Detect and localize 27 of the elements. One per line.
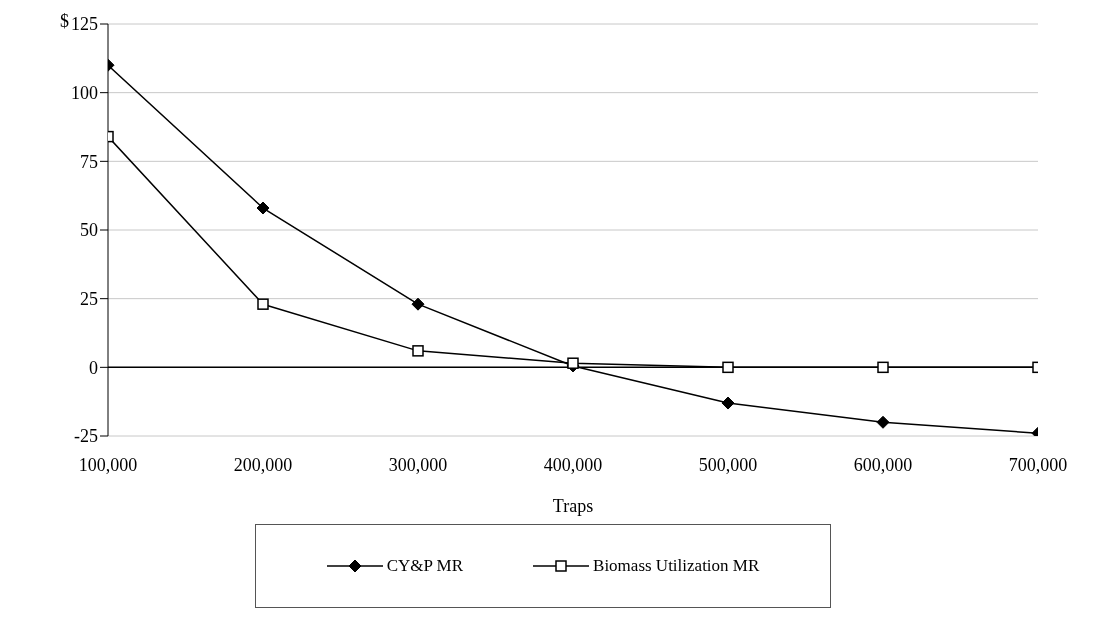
y-tick-label: 100 <box>71 83 98 104</box>
legend-label: CY&P MR <box>386 556 464 576</box>
y-tick-label: 0 <box>89 357 98 378</box>
point <box>412 345 424 357</box>
x-tick-label: 600,000 <box>853 454 913 475</box>
x-tick-label: 400,000 <box>543 454 603 475</box>
point <box>257 298 269 310</box>
x-tick-label: 100,000 <box>78 454 138 475</box>
point <box>567 357 579 369</box>
y-tick-label: 25 <box>80 289 98 310</box>
x-tick-label: 300,000 <box>388 454 448 475</box>
x-axis-title: Traps <box>552 496 594 516</box>
legend-label: Biomass Utilization MR <box>593 556 760 576</box>
point <box>722 361 734 374</box>
point <box>876 415 890 429</box>
x-tick-label: 200,000 <box>233 454 293 475</box>
y-axis-title: $ <box>60 11 69 32</box>
point <box>411 297 425 311</box>
y-tick-label: 50 <box>80 220 98 241</box>
y-tick-label: 125 <box>71 14 98 35</box>
y-tick-label: -25 <box>74 426 98 447</box>
point <box>256 201 270 215</box>
point <box>877 361 889 374</box>
point <box>721 396 735 410</box>
y-tick-label: 75 <box>80 151 98 172</box>
x-tick-label: 700,000 <box>1008 454 1068 475</box>
x-tick-label: 500,000 <box>698 454 758 475</box>
